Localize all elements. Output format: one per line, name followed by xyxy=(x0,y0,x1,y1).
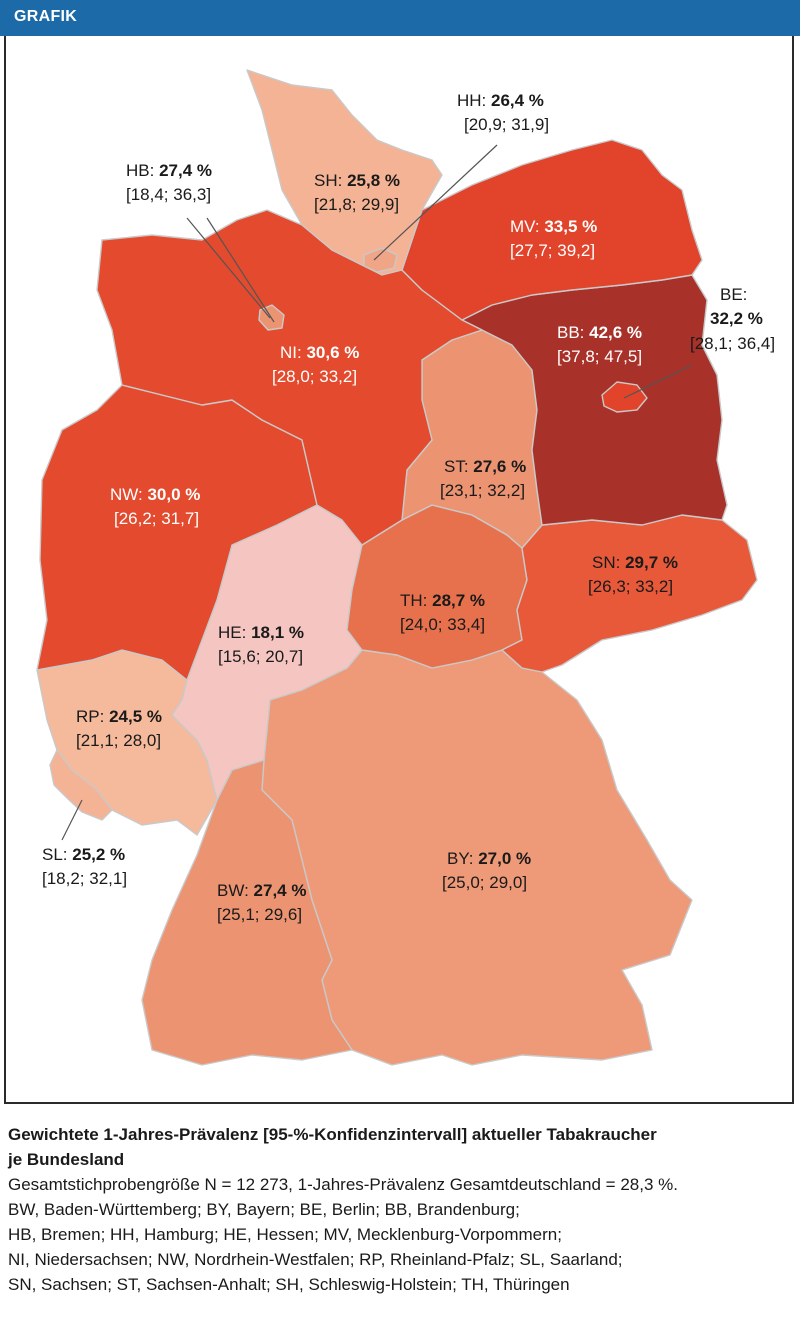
label-by: BY: 27,0 % [25,0; 29,0] xyxy=(442,849,531,892)
label-ni: NI: 30,6 % [28,0; 33,2] xyxy=(272,343,359,386)
label-hh: HH: 26,4 % [20,9; 31,9] xyxy=(457,91,549,134)
label-be-value: 32,2 % xyxy=(710,309,763,328)
label-hh-ci: [20,9; 31,9] xyxy=(464,115,549,134)
label-rp-line1: RP: 24,5 % xyxy=(76,707,162,726)
leader-hh xyxy=(373,144,498,261)
label-sn-line1: SN: 29,7 % xyxy=(592,553,678,572)
region-ni-shape xyxy=(96,209,483,546)
header-bar: GRAFIK xyxy=(0,0,800,36)
label-hb: HB: 27,4 % [18,4; 36,3] xyxy=(126,161,212,204)
label-sl-line1: SL: 25,2 % xyxy=(42,845,125,864)
region-sl-shape xyxy=(49,749,113,821)
region-mv-shape xyxy=(401,139,703,321)
label-mv-line1: MV: 33,5 % xyxy=(510,217,597,236)
label-be-prefix: BE: xyxy=(720,285,747,304)
label-by-ci: [25,0; 29,0] xyxy=(442,873,527,892)
label-ni-line1: NI: 30,6 % xyxy=(280,343,359,362)
label-nw-ci: [26,2; 31,7] xyxy=(114,509,199,528)
germany-choropleth-map: SH: 25,8 % [21,8; 29,9] HH: 26,4 % [20,9… xyxy=(36,69,775,1066)
region-sh-shape xyxy=(246,69,443,276)
label-hh-line1: HH: 26,4 % xyxy=(457,91,544,110)
label-hb-ci: [18,4; 36,3] xyxy=(126,185,211,204)
label-rp: RP: 24,5 % [21,1; 28,0] xyxy=(76,707,162,750)
label-nw-line1: NW: 30,0 % xyxy=(110,485,200,504)
caption-line-1: Gesamtstichprobengröße N = 12 273, 1-Jah… xyxy=(8,1175,678,1194)
caption-title-line2: je Bundesland xyxy=(8,1150,125,1169)
caption-line-2: BW, Baden-Württemberg; BY, Bayern; BE, B… xyxy=(8,1200,520,1219)
leader-be xyxy=(623,364,693,399)
label-bw: BW: 27,4 % [25,1; 29,6] xyxy=(217,881,306,924)
label-st: ST: 27,6 % [23,1; 32,2] xyxy=(440,457,526,500)
label-st-line1: ST: 27,6 % xyxy=(444,457,526,476)
label-sn: SN: 29,7 % [26,3; 33,2] xyxy=(588,553,678,596)
caption-title-line1: Gewichtete 1-Jahres-Prävalenz [95-%-Konf… xyxy=(8,1125,657,1144)
caption-line-5: SN, Sachsen; ST, Sachsen-Anhalt; SH, Sch… xyxy=(8,1275,570,1294)
label-bb-ci: [37,8; 47,5] xyxy=(557,347,642,366)
label-he: HE: 18,1 % [15,6; 20,7] xyxy=(218,623,304,666)
caption-line-3: HB, Bremen; HH, Hamburg; HE, Hessen; MV,… xyxy=(8,1225,562,1244)
label-be: BE: 32,2 % [28,1; 36,4] xyxy=(690,285,775,353)
label-sh-line1: SH: 25,8 % xyxy=(314,171,400,190)
label-sh: SH: 25,8 % [21,8; 29,9] xyxy=(314,171,400,214)
label-he-ci: [15,6; 20,7] xyxy=(218,647,303,666)
label-mv-ci: [27,7; 39,2] xyxy=(510,241,595,260)
label-be-ci: [28,1; 36,4] xyxy=(690,334,775,353)
label-th-line1: TH: 28,7 % xyxy=(400,591,485,610)
figure-caption: Gewichtete 1-Jahres-Prävalenz [95-%-Konf… xyxy=(8,1122,793,1297)
label-by-line1: BY: 27,0 % xyxy=(447,849,531,868)
label-th: TH: 28,7 % [24,0; 33,4] xyxy=(400,591,485,634)
label-bb: BB: 42,6 % [37,8; 47,5] xyxy=(557,323,642,366)
label-bw-ci: [25,1; 29,6] xyxy=(217,905,302,924)
label-sh-ci: [21,8; 29,9] xyxy=(314,195,399,214)
label-hb-line1: HB: 27,4 % xyxy=(126,161,212,180)
caption-title: Gewichtete 1-Jahres-Prävalenz [95-%-Konf… xyxy=(8,1122,793,1172)
leader-hb-1 xyxy=(186,217,271,319)
label-th-ci: [24,0; 33,4] xyxy=(400,615,485,634)
leader-sl xyxy=(61,799,83,841)
leader-hb-2 xyxy=(206,217,275,323)
label-bb-line1: BB: 42,6 % xyxy=(557,323,642,342)
header-label: GRAFIK xyxy=(14,8,78,25)
label-sl-ci: [18,2; 32,1] xyxy=(42,869,127,888)
caption-line-4: NI, Niedersachsen; NW, Nordrhein-Westfal… xyxy=(8,1250,623,1269)
label-sn-ci: [26,3; 33,2] xyxy=(588,577,673,596)
label-bw-line1: BW: 27,4 % xyxy=(217,881,306,900)
label-ni-ci: [28,0; 33,2] xyxy=(272,367,357,386)
region-hh-shape xyxy=(363,247,398,273)
label-sl: SL: 25,2 % [18,2; 32,1] xyxy=(42,845,127,888)
label-he-line1: HE: 18,1 % xyxy=(218,623,304,642)
label-nw: NW: 30,0 % [26,2; 31,7] xyxy=(110,485,200,528)
map-frame: SH: 25,8 % [21,8; 29,9] HH: 26,4 % [20,9… xyxy=(4,36,794,1104)
region-bw-shape xyxy=(141,759,353,1066)
label-rp-ci: [21,1; 28,0] xyxy=(76,731,161,750)
region-be-shape xyxy=(601,381,648,413)
label-mv: MV: 33,5 % [27,7; 39,2] xyxy=(510,217,597,260)
label-st-ci: [23,1; 32,2] xyxy=(440,481,525,500)
